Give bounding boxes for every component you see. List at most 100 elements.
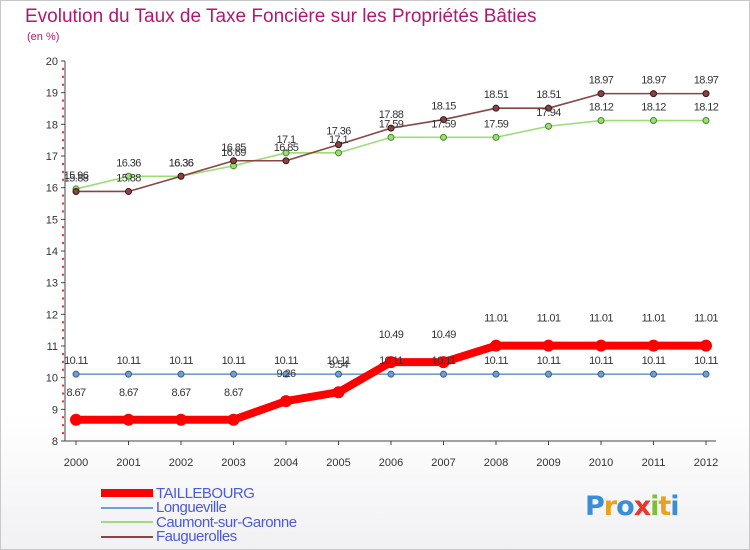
data-label: 10.11 — [117, 355, 141, 367]
data-point — [280, 395, 292, 408]
data-label: 15.88 — [116, 172, 141, 184]
data-label: 16.85 — [221, 142, 246, 154]
data-label: 11.01 — [642, 313, 666, 325]
y-unit-label: (en %) — [27, 31, 60, 43]
legend-swatch — [101, 489, 153, 498]
x-tick-label: 2002 — [169, 457, 193, 469]
data-point — [282, 149, 290, 157]
data-point — [230, 157, 237, 165]
y-tick-label: 16 — [46, 183, 58, 195]
x-tick-label: 2007 — [431, 457, 455, 469]
data-label: 10.11 — [642, 355, 666, 367]
data-point — [177, 172, 185, 180]
y-minor-tick — [62, 194, 64, 197]
data-point — [175, 413, 187, 426]
legend-swatch — [101, 535, 153, 538]
logo-letter: r — [603, 491, 617, 522]
data-point — [70, 413, 82, 426]
data-label: 11.01 — [694, 313, 718, 325]
y-minor-tick — [62, 392, 64, 395]
data-label: 8.67 — [171, 387, 190, 399]
y-tick-label: 19 — [46, 88, 58, 100]
y-tick-label: 18 — [46, 119, 58, 131]
data-point — [490, 339, 502, 352]
y-minor-tick — [62, 131, 64, 134]
data-label: 8.67 — [224, 387, 243, 399]
data-label: 8.67 — [66, 387, 85, 399]
data-point — [387, 370, 395, 378]
data-point — [125, 370, 132, 378]
data-label: 16.69 — [221, 147, 246, 159]
data-point — [595, 339, 607, 352]
y-minor-tick — [62, 273, 64, 276]
data-label: 18.12 — [641, 102, 666, 114]
logo-letter: t — [658, 491, 671, 522]
legend-label: Longueville — [156, 499, 227, 517]
y-tick-label: 10 — [46, 373, 58, 385]
x-tick-label: 2005 — [326, 457, 350, 469]
data-label: 10.11 — [169, 355, 193, 367]
logo-letter: P — [585, 491, 605, 522]
data-label: 10.11 — [379, 355, 403, 367]
data-point — [125, 172, 132, 180]
legend-label: TAILLEBOURG — [156, 484, 255, 502]
data-label: 10.49 — [431, 329, 456, 341]
y-minor-tick — [62, 147, 64, 150]
data-label: 10.11 — [64, 355, 88, 367]
data-label: 15.96 — [64, 170, 89, 182]
chart-title: Evolution du Taux de Taxe Foncière sur l… — [25, 6, 537, 27]
y-minor-tick — [62, 107, 64, 110]
data-point — [597, 117, 605, 125]
data-point — [702, 370, 710, 378]
data-label: 10.11 — [484, 355, 508, 367]
y-minor-tick — [62, 321, 64, 324]
y-minor-tick — [62, 162, 64, 165]
y-tick-label: 15 — [46, 214, 58, 226]
y-minor-tick — [62, 368, 64, 371]
y-minor-tick — [62, 115, 64, 118]
data-point — [282, 370, 290, 378]
y-minor-tick — [62, 202, 64, 205]
legend-label: Caumont-sur-Garonne — [156, 513, 297, 531]
data-label: 18.97 — [641, 75, 666, 87]
y-minor-tick — [62, 352, 64, 355]
data-point — [227, 413, 240, 426]
data-label: 10.11 — [432, 355, 456, 367]
legend-item: Caumont-sur-Garonne — [101, 513, 297, 531]
legend-swatch — [101, 521, 153, 524]
data-point — [72, 370, 80, 378]
x-tick-label: 2006 — [379, 457, 403, 469]
y-minor-tick — [62, 234, 64, 237]
data-point — [647, 339, 660, 352]
y-minor-tick — [62, 416, 64, 419]
data-label: 17.94 — [536, 107, 561, 119]
data-label: 18.97 — [694, 75, 719, 87]
legend-item: TAILLEBOURG — [101, 484, 297, 502]
data-label: 10.11 — [694, 355, 718, 367]
y-tick-label: 20 — [46, 56, 58, 68]
data-label: 9.26 — [276, 368, 295, 380]
y-tick-label: 9 — [52, 404, 58, 416]
data-label: 10.11 — [589, 355, 613, 367]
data-point — [385, 356, 397, 369]
logo-letter: i — [670, 491, 679, 522]
y-minor-tick — [62, 178, 64, 181]
y-minor-tick — [62, 75, 64, 78]
data-label: 11.01 — [484, 313, 508, 325]
y-minor-tick — [62, 139, 64, 142]
data-label: 17.59 — [431, 118, 456, 130]
data-point — [545, 104, 552, 112]
y-minor-tick — [62, 170, 64, 173]
data-point — [702, 117, 710, 125]
data-label: 11.01 — [589, 313, 613, 325]
data-point — [545, 122, 552, 130]
legend: TAILLEBOURG Longueville Caumont-sur-Garonn… — [101, 484, 297, 545]
data-label: 16.36 — [116, 157, 141, 169]
y-minor-tick — [62, 289, 64, 292]
data-point — [335, 370, 342, 378]
data-point — [440, 133, 447, 141]
logo-letter: o — [616, 491, 635, 522]
data-label: 17.59 — [379, 118, 404, 130]
y-minor-tick — [62, 67, 64, 70]
